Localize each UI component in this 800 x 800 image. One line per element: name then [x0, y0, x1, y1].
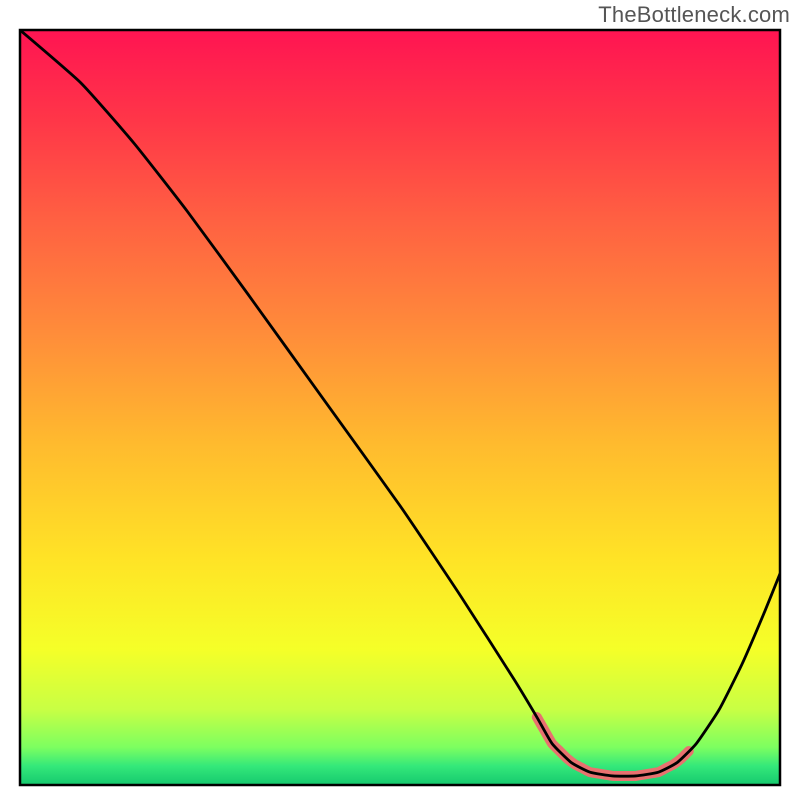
watermark-text: TheBottleneck.com: [598, 2, 790, 28]
chart-canvas: TheBottleneck.com: [0, 0, 800, 800]
bottleneck-chart-svg: [0, 0, 800, 800]
